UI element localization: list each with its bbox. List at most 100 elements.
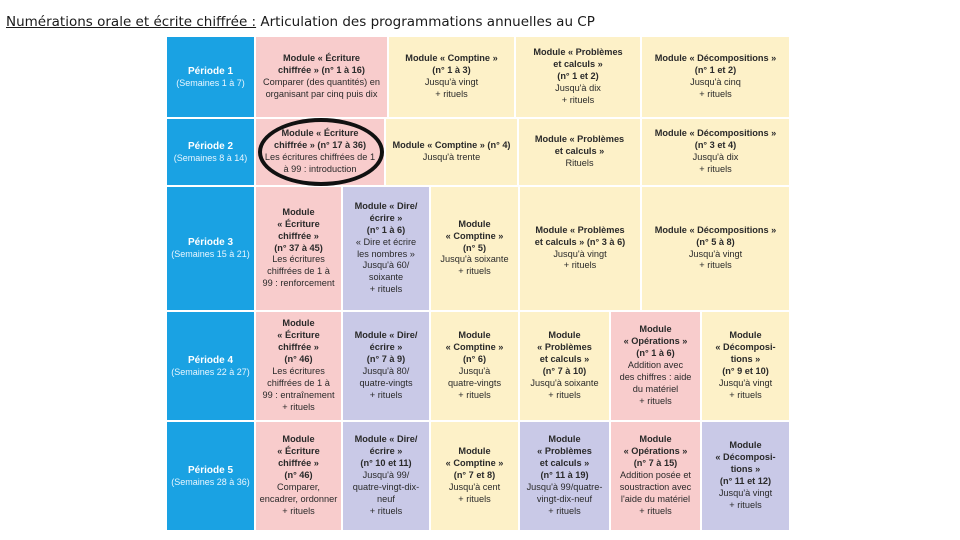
module-cell-line: (n° 10 et 11) (360, 458, 412, 469)
module-cell-line: Module (548, 330, 581, 341)
module-cell-line: neuf (377, 493, 395, 504)
module-cell-line: Module « Décompositions » (654, 128, 777, 139)
module-cell-line: quatre-vingt-dix- (352, 481, 420, 492)
module-cell-line: + rituels (699, 260, 732, 271)
module-cell-line: Addition avec (627, 360, 684, 371)
module-cell-line: (n° 1 à 6) (366, 224, 406, 235)
module-cell: Module « Dire/écrire » (n° 1 à 6) « Dire e… (343, 187, 431, 312)
period-weeks: (Semaines 8 à 14) (173, 152, 248, 163)
module-cell-line: Module « Écriture (282, 53, 361, 64)
module-cell-line: Jusqu'à dix (555, 82, 601, 93)
module-cell-line: Addition posée et (619, 470, 691, 481)
module-cell-line: (n° 1 et 2) (694, 65, 737, 76)
module-cell-line: (n° 37 à 45) (274, 242, 323, 253)
slide-title-underlined: Numérations orale et écrite chiffrée : (6, 14, 257, 30)
module-cell-line: (n° 46) (284, 354, 313, 365)
period-weeks: (Semaines 28 à 36) (171, 476, 250, 487)
module-cell-line: et calculs » (539, 354, 590, 365)
module-cell: Module « Problèmes et calculs » (n° 11 à 19… (520, 422, 611, 532)
module-cell-line: Module (458, 330, 491, 341)
module-cell-line: (n° 9 et 10) (722, 366, 769, 376)
slide-title-rest: Articulation des programmations annuelle… (256, 14, 595, 30)
period-weeks: (Semaines 15 à 21) (171, 249, 250, 260)
module-cell-line: écrire » (369, 212, 403, 223)
module-cell-line: (n° 1 à 6) (636, 348, 675, 359)
module-cell-line: Jusqu'à vingt (718, 377, 773, 388)
module-cell-line: + rituels (548, 505, 581, 516)
module-cell-line: Module (639, 434, 672, 445)
module-cell: Module « Écriture chiffrée » (n° 1 à 16) C… (256, 37, 389, 119)
module-cell-line: Module « Décompositions » (654, 53, 777, 64)
module-cell: Module « Problèmes et calculs » (n° 1 et 2… (516, 37, 642, 119)
module-cell-line: Jusqu'à soixante (440, 254, 509, 265)
module-cell-line: + rituels (435, 88, 468, 99)
module-cell: Module « Comptine » (n° 1 à 3) Jusqu'à vin… (389, 37, 516, 119)
programming-table: Période 1 (Semaines 1 à 7) Module « Écritu… (167, 37, 791, 532)
module-cell-line: Module (639, 324, 672, 335)
module-cell-line: « Opérations » (623, 446, 688, 457)
module-cell-line: quatre-vingts (359, 377, 413, 388)
slide-title: Numérations orale et écrite chiffrée : A… (6, 14, 595, 30)
module-cell-line: organisant par cinq puis dix (265, 88, 378, 99)
module-cell: Module « Dire/écrire » (n° 10 et 11) Jusqu… (343, 422, 431, 532)
module-cell-line: Module « Comptine » (n° 4) (392, 140, 511, 151)
module-cell-line: Module « Dire/ (354, 330, 418, 341)
module-cell-line: Jusqu'à dix (692, 152, 739, 162)
module-cell: Module « Opérations » (n° 7 à 15) Addition … (611, 422, 702, 532)
module-cell-line: quatre-vingts (447, 377, 502, 388)
module-cell-line: + rituels (369, 389, 403, 400)
module-cell-line: + rituels (282, 401, 315, 412)
module-cell: Module « Décomposi-tions » (n° 9 et 10) Jus… (702, 312, 791, 422)
module-cell-line: (n° 5) (462, 242, 487, 253)
module-cell-line: « Problèmes (537, 446, 592, 457)
module-cell-line: Jusqu'à cent (448, 481, 501, 492)
module-cell-line: + rituels (699, 163, 732, 174)
module-cell-line: « Comptine » (445, 458, 504, 469)
module-cell-line: Module (282, 434, 315, 445)
module-cell-line: l'aide du matériel (620, 493, 691, 504)
module-cell: Module « Écriture chiffrée » (n° 46) Les écr… (256, 312, 343, 422)
period-label: Période 2 (187, 140, 234, 152)
module-cell-line: « Décomposi- (715, 452, 776, 463)
module-cell-line: Jusqu'à (458, 366, 491, 376)
module-cell: Module « Écriture chiffrée » (n° 37 à 45) Le… (256, 187, 343, 312)
module-cell-line: et calculs » (553, 59, 603, 70)
module-cell: Module « Écriture chiffrée » (n° 17 à 36)… (256, 119, 386, 187)
module-cell-line: + rituels (369, 284, 403, 295)
module-cell-line: chiffrées de 1 à (267, 266, 330, 277)
module-cell-line: tions » (730, 464, 761, 475)
module-cell-line: Module (282, 206, 315, 217)
module-cell: Module « Problèmes et calculs » (n° 3 à 6… (520, 187, 642, 312)
module-cell-line: Module (729, 330, 762, 341)
module-cell: Module « Opérations » (n° 1 à 6) Addition a… (611, 312, 702, 422)
module-cell-line: Jusqu'à 99/quatre- (526, 481, 603, 492)
module-cell-line: « Comptine » (445, 230, 504, 241)
module-cell-line: Jusqu'à soixante (530, 377, 599, 388)
module-cell-line: tions » (730, 354, 761, 365)
module-cell-line: Module (548, 434, 581, 445)
module-cell-line: écrire » (369, 342, 403, 353)
module-cell-line: (n° 7 à 9) (366, 354, 406, 365)
module-cell-line: (n° 5 à 8) (696, 236, 735, 247)
module-cell-line: + rituels (563, 260, 597, 271)
module-cell-line: Jusqu'à vingt (424, 77, 479, 87)
module-cell-line: Comparer, (277, 481, 320, 492)
period-label: Période 4 (187, 354, 234, 366)
module-cell-line: soixante (368, 272, 404, 283)
module-cell-line: + rituels (369, 505, 403, 516)
module-cell-line: du matériel (632, 383, 679, 394)
module-cell: Module « Comptine » (n° 7 et 8) Jusqu'à cen… (431, 422, 520, 532)
module-cell-line: (n° 6) (462, 354, 487, 365)
module-cell-line: « Opérations » (623, 336, 688, 347)
module-cell-line: (n° 11 à 19) (540, 470, 589, 481)
module-cell-line: écrire » (369, 446, 403, 457)
module-cell-line: Comparer (des quantités) en (263, 77, 380, 87)
period-weeks: (Semaines 1 à 7) (176, 77, 245, 88)
period-header-2: Période 2 (Semaines 8 à 14) (167, 119, 256, 187)
module-cell: Module « Comptine » (n° 4) Jusqu'à trente (386, 119, 519, 187)
module-cell-line: Module « Comptine » (405, 53, 498, 64)
module-cell-line: encadrer, ordonner (259, 493, 338, 504)
period-label: Période 5 (187, 464, 234, 476)
period-header-1: Période 1 (Semaines 1 à 7) (167, 37, 256, 119)
module-cell-line: Jusqu'à vingt (553, 248, 607, 259)
